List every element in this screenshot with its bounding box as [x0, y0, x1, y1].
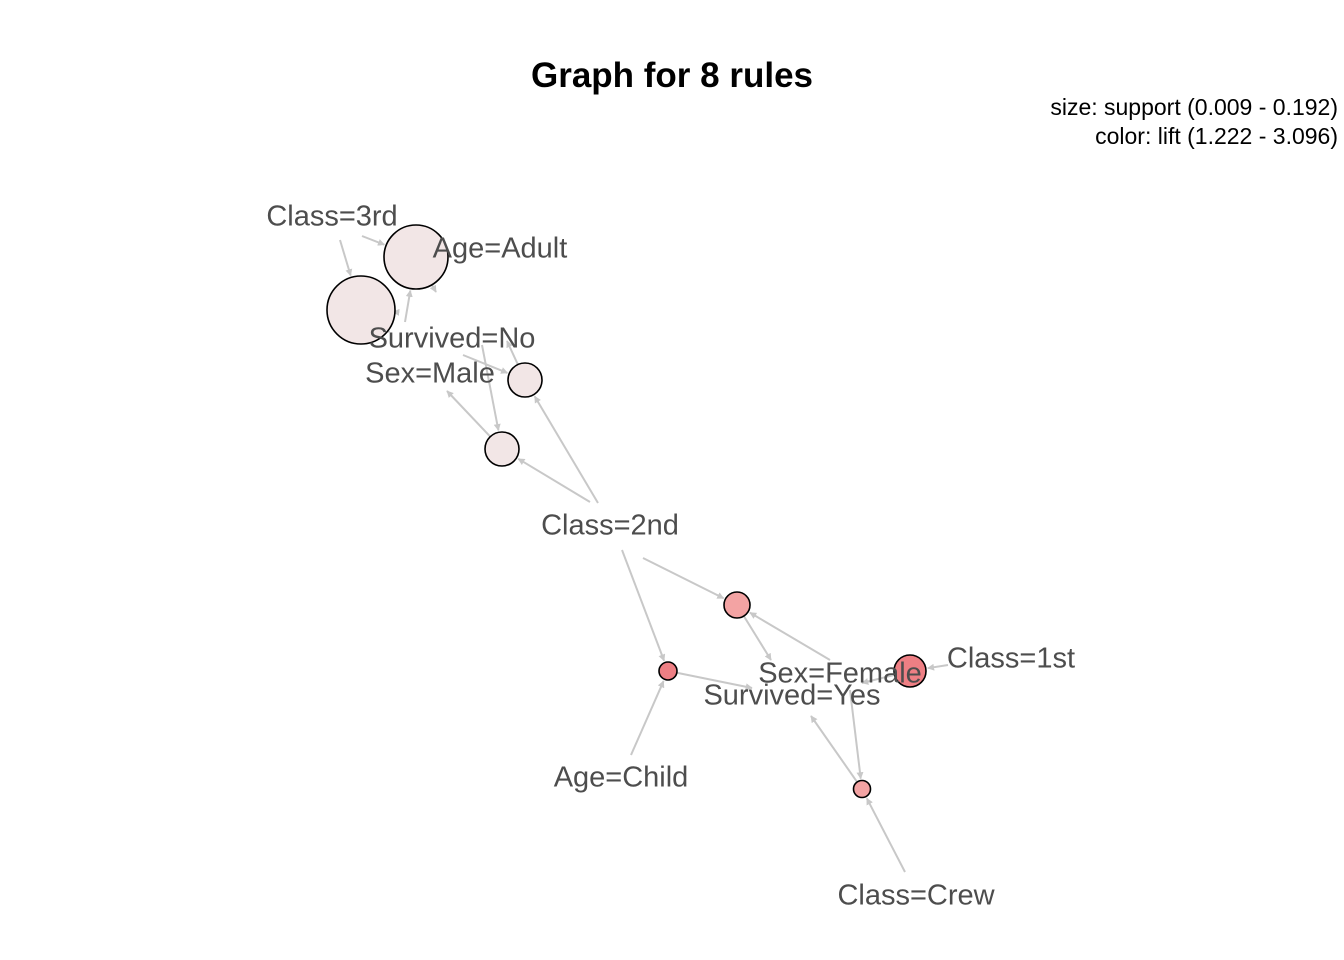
edge-class2nd-to-r4 [533, 395, 599, 504]
edge-r3-to-sexMale [446, 390, 492, 438]
rule-nodes-layer [326, 224, 927, 799]
edge-ageAdult-to-r3 [481, 344, 501, 432]
edge-r8-to-survivedYes [810, 715, 858, 783]
graph-title: Graph for 8 rules [530, 56, 814, 95]
edge-r7-to-survivedYes [676, 671, 753, 691]
edge-class2nd-to-r7 [621, 549, 666, 662]
item-label-survivedNo[interactable]: Survived=No [369, 323, 536, 355]
legend-color: color: lift (1.222 - 3.096) [1095, 123, 1338, 149]
edge-sexMale-to-r4 [462, 354, 509, 374]
item-label-class3rd[interactable]: Class=3rd [266, 201, 397, 233]
rule-node-r5[interactable] [723, 591, 751, 619]
edge-sexFemale-to-r8 [849, 689, 864, 780]
item-label-class2nd[interactable]: Class=2nd [541, 510, 679, 542]
edge-survivedNo-to-r1 [404, 289, 413, 323]
legend-size: size: support (0.009 - 0.192) [1050, 94, 1338, 120]
edges-layer [339, 235, 949, 873]
edge-class2nd-to-r5 [642, 557, 725, 600]
item-label-sexFemale[interactable]: Sex=Female [758, 658, 922, 690]
rule-node-r3[interactable] [484, 431, 520, 467]
item-label-survivedYes[interactable]: Survived=Yes [703, 680, 880, 712]
edge-classCrew-to-r8 [865, 797, 906, 873]
rule-node-r1[interactable] [383, 224, 449, 290]
rule-node-r8[interactable] [852, 779, 872, 799]
edge-class2nd-to-r3 [517, 457, 591, 503]
edge-r4-to-survivedNo [506, 340, 519, 365]
edge-class1st-to-r6 [927, 663, 949, 671]
edge-r1-to-ageAdult [429, 284, 437, 293]
item-label-ageAdult[interactable]: Age=Adult [433, 233, 568, 265]
rule-node-r6[interactable] [893, 654, 927, 688]
edge-sexFemale-to-r5 [749, 611, 831, 661]
item-label-ageChild[interactable]: Age=Child [554, 762, 689, 794]
item-label-classCrew[interactable]: Class=Crew [837, 880, 995, 912]
item-label-class1st[interactable]: Class=1st [947, 643, 1075, 675]
edge-class3rd-to-r1 [361, 235, 385, 246]
rule-node-r7[interactable] [658, 661, 678, 681]
edge-class3rd-to-r2 [339, 239, 353, 277]
rule-node-r4[interactable] [507, 362, 543, 398]
edge-ageChild-to-r7 [630, 680, 665, 756]
edge-r6-to-survivedYes [861, 673, 895, 685]
edge-r5-to-survivedYes [742, 615, 772, 661]
rule-node-r2[interactable] [326, 275, 396, 345]
item-label-sexMale[interactable]: Sex=Male [365, 358, 495, 390]
